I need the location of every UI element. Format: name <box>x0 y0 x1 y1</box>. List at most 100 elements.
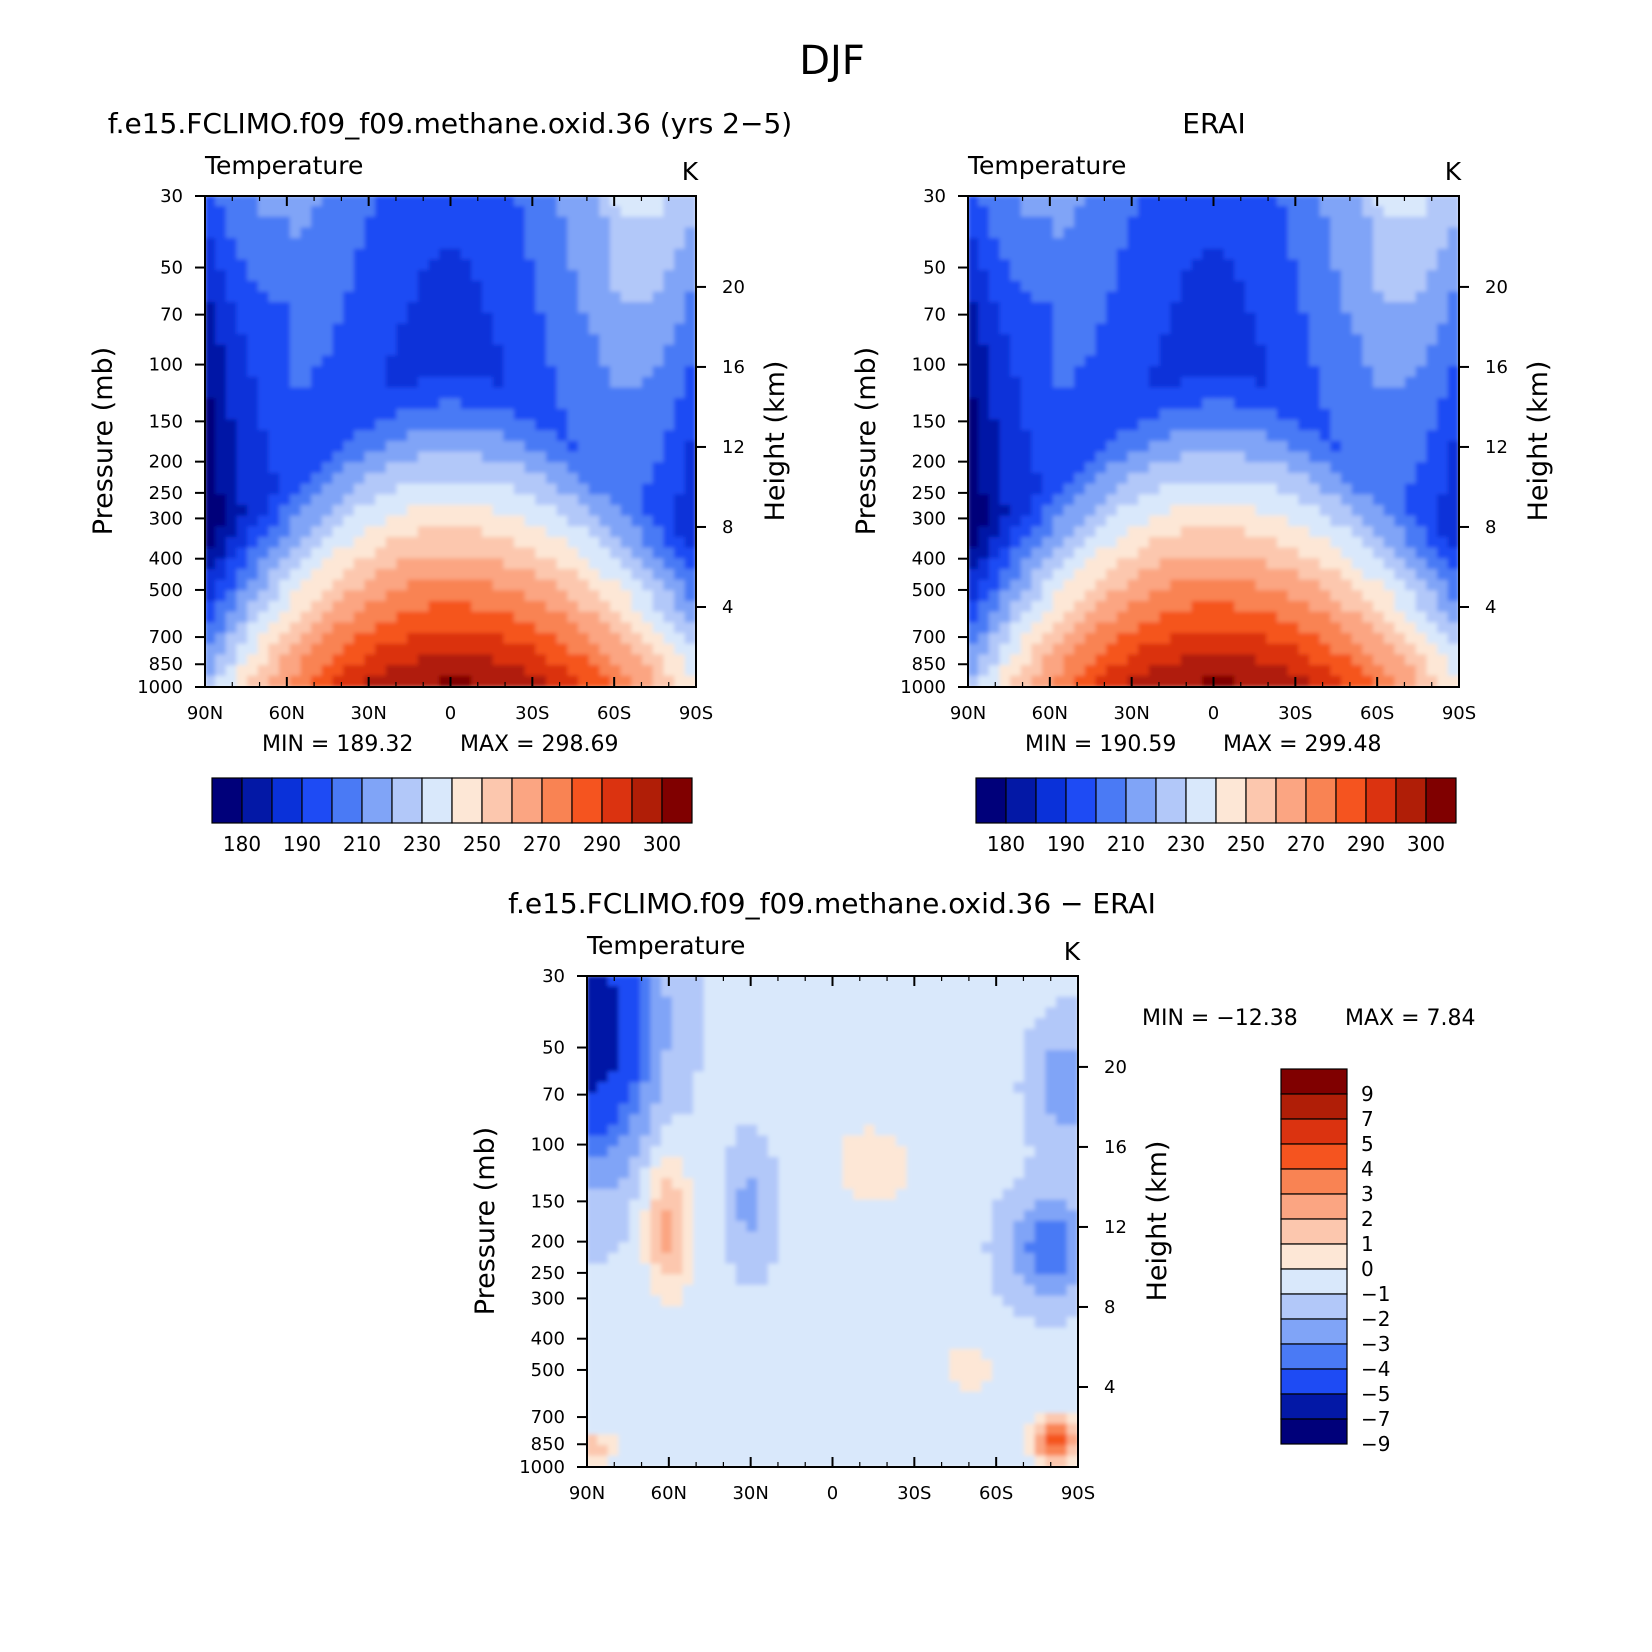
model-field-cell <box>588 611 601 624</box>
model-field-cell <box>236 344 249 357</box>
diff-field-cell <box>949 976 962 988</box>
model-field-cell <box>567 611 580 624</box>
model-field-cell <box>257 259 270 272</box>
model-field-cell <box>513 387 526 400</box>
model-field-cell <box>652 227 665 240</box>
model-field-cell <box>481 270 494 282</box>
model-field-cell <box>268 248 281 261</box>
diff-field-cell <box>682 996 695 1009</box>
model-field-cell <box>439 472 452 485</box>
obs-field-cell <box>1095 376 1108 389</box>
model-field-cell <box>460 515 473 528</box>
model-field-cell <box>236 590 249 603</box>
model-field-cell <box>289 558 302 571</box>
model-field-cell <box>481 227 494 240</box>
diff-field-cell <box>725 1039 738 1052</box>
model-field-cell <box>663 665 676 677</box>
model-field-cell <box>652 344 665 357</box>
model-field-cell <box>652 462 665 475</box>
model-field-cell <box>460 472 473 485</box>
model-field-cell <box>289 312 302 325</box>
diff-field-cell <box>778 1028 791 1041</box>
model-field-cell <box>610 611 622 624</box>
obs-field-cell <box>1170 430 1183 443</box>
model-field-cell <box>460 280 473 293</box>
model-field-cell <box>279 483 291 496</box>
model-field-cell <box>300 483 313 496</box>
model-field-cell <box>300 526 313 539</box>
model-field-cell <box>513 633 526 645</box>
obs-field-cell <box>1020 323 1033 336</box>
obs-field-cell <box>1084 216 1097 229</box>
model-field-cell <box>247 569 259 581</box>
model-field-cell <box>578 643 590 656</box>
obs-field-cell <box>1426 280 1439 293</box>
model-field-cell <box>279 558 291 571</box>
model-field-cell <box>215 654 227 667</box>
model-field-cell <box>578 430 590 443</box>
obs-field-cell <box>1319 611 1332 624</box>
diff-field-cell <box>842 1018 855 1030</box>
obs-field-cell <box>1042 206 1054 218</box>
obs-field-cell <box>1319 590 1332 603</box>
model-field-cell <box>439 665 452 677</box>
colorbar-swatch <box>271 777 303 824</box>
model-field-cell <box>364 323 377 336</box>
obs-field-cell <box>1276 462 1289 475</box>
x-tick-label: 90S <box>1442 703 1476 724</box>
model-field-cell <box>279 419 291 432</box>
obs-field-cell <box>988 291 1001 304</box>
model-field-cell <box>481 494 494 507</box>
obs-field-cell <box>1362 654 1375 667</box>
obs-field-cell <box>1159 558 1172 571</box>
obs-field-cell <box>1447 472 1459 485</box>
diff-field-cell <box>949 1039 962 1052</box>
obs-field-cell <box>1255 334 1268 347</box>
obs-field-cell <box>1405 622 1417 635</box>
obs-field-cell <box>1415 494 1428 507</box>
obs-field-cell <box>1116 419 1129 432</box>
obs-field-cell <box>978 643 990 656</box>
model-field-cell <box>311 366 323 379</box>
obs-field-cell <box>1394 590 1407 603</box>
model-field-cell <box>407 537 420 549</box>
obs-field-cell <box>1191 430 1204 443</box>
model-field-cell <box>353 248 366 261</box>
obs-field-cell <box>1319 622 1332 635</box>
model-field-cell <box>343 323 356 336</box>
model-field-cell <box>556 462 569 475</box>
obs-field-cell <box>1127 430 1140 443</box>
obs-field-cell <box>1106 643 1119 656</box>
diff-field-cell <box>853 1039 866 1052</box>
obs-field-cell <box>1074 238 1086 250</box>
obs-field-cell <box>1309 408 1321 421</box>
obs-field-cell <box>1341 526 1353 539</box>
model-field-cell <box>300 611 313 624</box>
model-field-cell <box>321 494 334 507</box>
model-field-cell <box>546 206 558 218</box>
model-field-cell <box>610 206 622 218</box>
y-tick-label: 500 <box>149 580 183 601</box>
model-field-cell <box>599 504 612 517</box>
obs-field-cell <box>968 302 980 314</box>
diff-field-cell <box>597 1007 609 1020</box>
panel-obs-max-label: MAX = 299.48 <box>1223 732 1382 757</box>
diff-field-cell <box>1056 996 1068 1009</box>
obs-field-cell <box>1074 654 1086 667</box>
model-field-cell <box>642 216 654 229</box>
model-field-cell <box>215 376 227 389</box>
obs-field-cell <box>1010 366 1022 379</box>
obs-field-cell <box>1106 334 1119 347</box>
model-field-cell <box>396 462 409 475</box>
model-field-cell <box>524 376 537 389</box>
model-field-cell <box>449 483 462 496</box>
obs-field-cell <box>1010 579 1022 592</box>
obs-field-cell <box>1341 472 1353 485</box>
diff-field-cell <box>778 1082 791 1094</box>
model-field-cell <box>279 665 291 677</box>
obs-field-cell <box>1255 312 1268 325</box>
model-field-cell <box>417 579 430 592</box>
obs-field-cell <box>1234 387 1247 400</box>
obs-field-cell <box>988 216 1001 229</box>
model-field-cell <box>375 654 388 667</box>
